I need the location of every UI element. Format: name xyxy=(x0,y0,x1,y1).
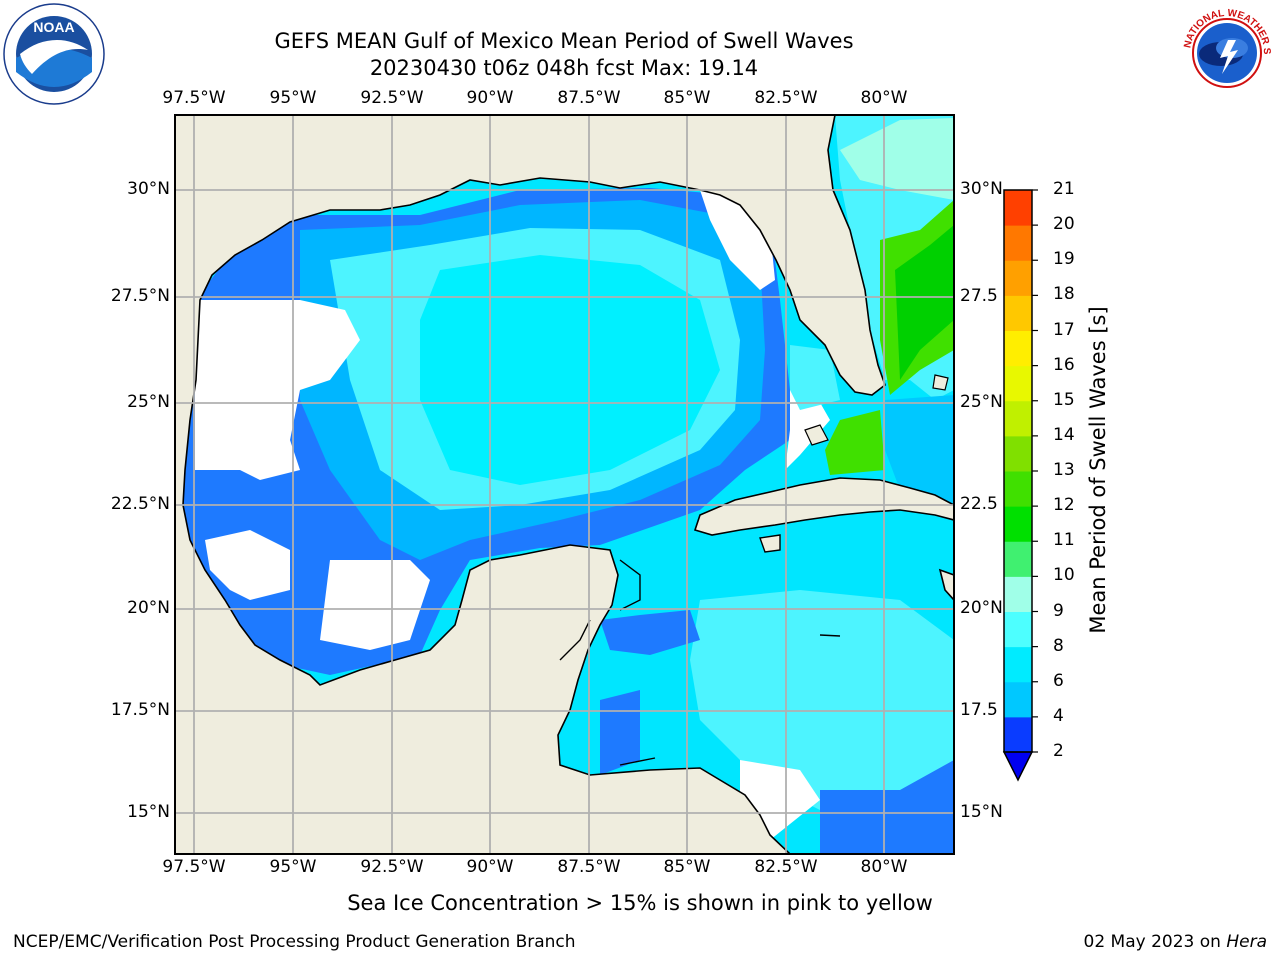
sea-ice-note: Sea Ice Concentration > 15% is shown in … xyxy=(347,891,933,915)
colorbar-label: Mean Period of Swell Waves [s] xyxy=(1086,306,1110,634)
footer-date: 02 May 2023 on Hera xyxy=(1084,932,1268,952)
lon-tick-top: 80°W xyxy=(860,88,908,108)
lon-tick-bottom: 85°W xyxy=(663,857,711,877)
colorbar-tick-label: 12 xyxy=(1053,495,1075,516)
colorbar-bin xyxy=(1004,190,1032,226)
land-yucatan-tip xyxy=(938,568,954,602)
nws-logo: NATIONAL WEATHER SERVICE xyxy=(1176,2,1276,102)
colorbar-bin xyxy=(1004,646,1032,683)
colorbar-tick-label: 10 xyxy=(1053,565,1075,586)
colorbar-bin xyxy=(1004,225,1032,261)
map-frame xyxy=(174,114,955,855)
lat-tick-right: 22.5 xyxy=(960,494,998,514)
colorbar-bin xyxy=(1004,295,1032,331)
colorbar-tick-label: 21 xyxy=(1053,179,1075,199)
land-north-america-west xyxy=(175,115,886,854)
lon-tick-top: 82.5°W xyxy=(754,88,818,108)
lat-tick-left: 25°N xyxy=(127,392,170,412)
colorbar-bin xyxy=(1004,365,1032,402)
footer-credit: NCEP/EMC/Verification Post Processing Pr… xyxy=(13,932,576,952)
lon-tick-bottom: 87.5°W xyxy=(557,857,621,877)
colorbar-tick-label: 17 xyxy=(1053,319,1075,340)
lon-tick-top: 97.5°W xyxy=(162,88,226,108)
colorbar-bin xyxy=(1004,541,1032,577)
lon-tick-top: 95°W xyxy=(269,88,317,108)
lat-tick-left: 27.5°N xyxy=(110,286,170,306)
colorbar-tick-label: 11 xyxy=(1053,530,1075,551)
lon-tick-bottom: 92.5°W xyxy=(360,857,424,877)
lat-tick-left: 20°N xyxy=(127,598,170,618)
lon-tick-top: 87.5°W xyxy=(557,88,621,108)
colorbar-bin xyxy=(1004,471,1032,507)
lat-tick-right: 25°N xyxy=(960,392,1003,412)
colorbar-bin xyxy=(1004,716,1032,753)
lon-tick-top: 92.5°W xyxy=(360,88,424,108)
colorbar-bin xyxy=(1004,330,1032,367)
land-cuba xyxy=(693,477,954,536)
colorbar-bin xyxy=(1004,400,1032,437)
noaa-logo: NOAA xyxy=(3,3,105,105)
colorbar-tick-label: 9 xyxy=(1053,600,1064,621)
colorbar-bin xyxy=(1004,506,1032,542)
colorbar-tick-label: 20 xyxy=(1053,214,1075,235)
colorbar-tick-label: 19 xyxy=(1053,249,1075,270)
colorbar-tick-label: 2 xyxy=(1053,741,1064,761)
colorbar-bin xyxy=(1004,611,1032,648)
colorbar-tick-label: 13 xyxy=(1053,460,1075,480)
colorbar-tick-label: 6 xyxy=(1053,670,1064,691)
lon-tick-top: 85°W xyxy=(663,88,711,108)
lon-tick-bottom: 90°W xyxy=(466,857,514,877)
lon-tick-top: 90°W xyxy=(466,88,514,108)
lon-tick-bottom: 80°W xyxy=(860,857,908,877)
colorbar-tick-label: 8 xyxy=(1053,635,1064,656)
svg-text:NOAA: NOAA xyxy=(33,19,74,35)
footer-host: Hera xyxy=(1226,932,1267,952)
colorbar-bin xyxy=(1004,576,1032,612)
land xyxy=(175,115,954,854)
lat-tick-left: 15°N xyxy=(127,802,170,822)
map-area xyxy=(175,115,954,854)
colorbar-tick-label: 4 xyxy=(1053,705,1064,726)
colorbar xyxy=(1002,189,1038,782)
lat-tick-right: 20°N xyxy=(960,598,1003,618)
lat-tick-right: 17.5 xyxy=(960,700,998,720)
lon-tick-bottom: 82.5°W xyxy=(754,857,818,877)
colorbar-bin xyxy=(1004,260,1032,296)
colorbar-tick-label: 18 xyxy=(1053,284,1075,305)
colorbar-bin xyxy=(1004,435,1032,472)
lon-tick-bottom: 95°W xyxy=(269,857,317,877)
footer-date-text: 02 May 2023 on xyxy=(1083,932,1227,952)
land-isle-of-youth xyxy=(759,534,781,553)
lat-tick-right: 30°N xyxy=(960,179,1003,199)
graticule xyxy=(175,115,954,854)
lat-tick-left: 22.5°N xyxy=(110,494,170,514)
no-data-west xyxy=(195,300,360,480)
map-title: GEFS MEAN Gulf of Mexico Mean Period of … xyxy=(274,29,854,53)
colorbar-tick-label: 15 xyxy=(1053,389,1075,410)
colorbar-extend-arrow xyxy=(1002,751,1034,782)
lon-tick-bottom: 97.5°W xyxy=(162,857,226,877)
colorbar-bin xyxy=(1004,681,1032,718)
colorbar-tick-label: 14 xyxy=(1053,424,1075,445)
colorbar-tick-label: 16 xyxy=(1053,354,1075,375)
lat-tick-left: 30°N xyxy=(127,179,170,199)
lat-tick-right: 15°N xyxy=(960,802,1003,822)
lat-tick-right: 27.5 xyxy=(960,286,998,306)
lat-tick-left: 17.5°N xyxy=(110,700,170,720)
map-subtitle: 20230430 t06z 048h fcst Max: 19.14 xyxy=(369,56,759,80)
